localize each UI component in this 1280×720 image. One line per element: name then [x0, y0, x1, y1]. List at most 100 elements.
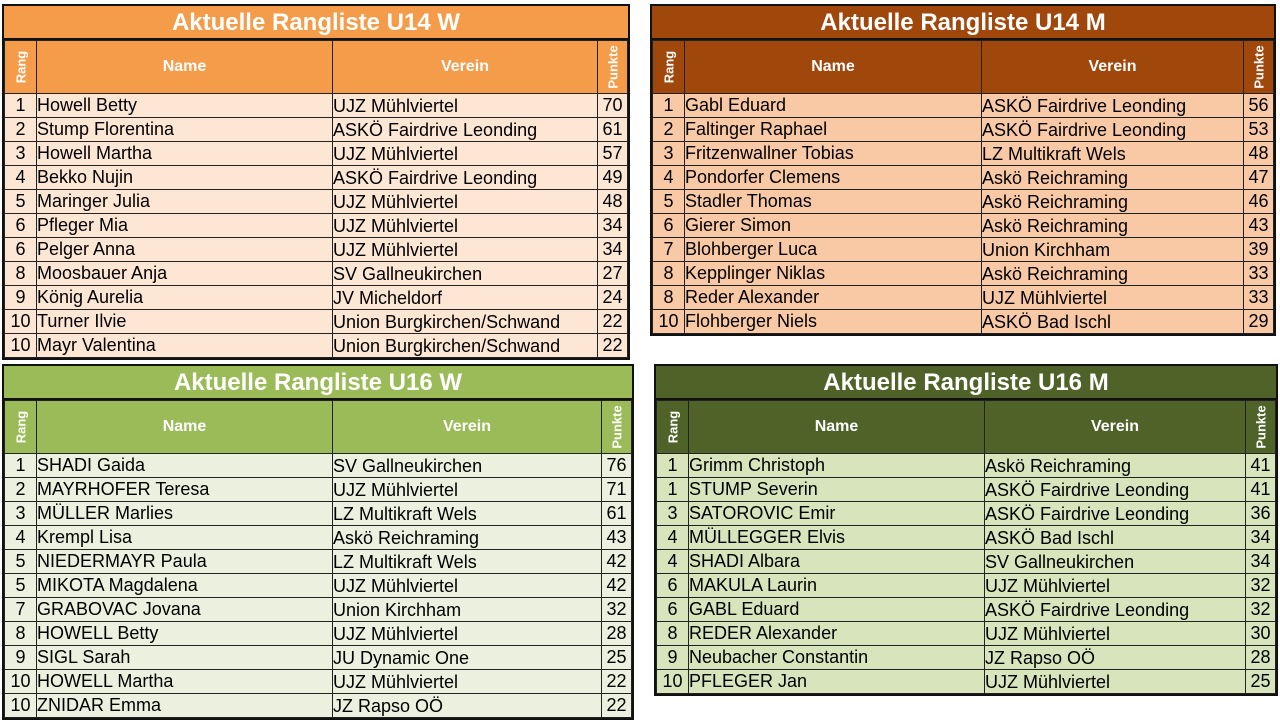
- rank-cell: 8: [652, 261, 685, 286]
- points-cell: 34: [1245, 549, 1276, 574]
- athlete-name-cell: NIEDERMAYR Paula: [36, 549, 333, 574]
- rank-cell: 4: [656, 549, 689, 574]
- athlete-name-cell: HOWELL Betty: [36, 621, 333, 646]
- points-cell: 33: [1243, 261, 1274, 286]
- club-cell: Union Burgkirchen/Schwand: [332, 333, 598, 358]
- athlete-name-cell: Moosbauer Anja: [36, 261, 333, 286]
- table-row: 4 SHADI Albara SV Gallneukirchen 34: [656, 549, 1276, 574]
- rank-cell: 5: [4, 189, 37, 214]
- panel-title: Aktuelle Rangliste U14 W: [4, 6, 628, 40]
- athlete-name-cell: ZNIDAR Emma: [36, 693, 333, 718]
- athlete-name-cell: PFLEGER Jan: [688, 669, 985, 694]
- table-row: 9 Neubacher Constantin JZ Rapso OÖ 28: [656, 645, 1276, 670]
- rank-cell: 2: [4, 477, 37, 502]
- club-cell: ASKÖ Bad Ischl: [984, 525, 1246, 550]
- points-cell: 29: [1243, 309, 1274, 334]
- rank-cell: 2: [652, 117, 685, 142]
- rank-cell: 4: [656, 525, 689, 550]
- panel-title: Aktuelle Rangliste U14 M: [652, 6, 1274, 40]
- club-cell: ASKÖ Fairdrive Leonding: [981, 93, 1244, 118]
- athlete-name-cell: Krempl Lisa: [36, 525, 333, 550]
- club-cell: UJZ Mühlviertel: [332, 621, 602, 646]
- table-row: 10 Turner Ilvie Union Burgkirchen/Schwand 2…: [4, 309, 628, 334]
- club-cell: LZ Multikraft Wels: [332, 501, 602, 526]
- athlete-name-cell: Grimm Christoph: [688, 453, 985, 478]
- club-cell: UJZ Mühlviertel: [332, 141, 598, 166]
- club-cell: LZ Multikraft Wels: [981, 141, 1244, 166]
- points-cell: 42: [601, 573, 632, 598]
- table-row: 6 Pfleger Mia UJZ Mühlviertel 34: [4, 213, 628, 238]
- club-cell: JV Micheldorf: [332, 285, 598, 310]
- athlete-name-cell: REDER Alexander: [688, 621, 985, 646]
- points-cell: 53: [1243, 117, 1274, 142]
- ranking-rows: 1 Howell Betty UJZ Mühlviertel 70 2 Stump Flo…: [4, 93, 628, 358]
- rank-cell: 6: [4, 237, 37, 262]
- rank-cell: 7: [4, 597, 37, 622]
- header-row: Rang Name Verein Punkte: [4, 40, 628, 94]
- athlete-name-cell: SHADI Gaida: [36, 453, 333, 478]
- header-verein: Verein: [332, 40, 598, 94]
- rank-cell: 4: [4, 525, 37, 550]
- table-row: 1 SHADI Gaida SV Gallneukirchen 76: [4, 453, 632, 478]
- rank-cell: 1: [4, 93, 37, 118]
- points-cell: 41: [1245, 477, 1276, 502]
- rank-cell: 1: [656, 453, 689, 478]
- rank-cell: 9: [4, 645, 37, 670]
- table-row: 4 MÜLLEGGER Elvis ASKÖ Bad Ischl 34: [656, 525, 1276, 550]
- points-cell: 41: [1245, 453, 1276, 478]
- club-cell: Askö Reichraming: [981, 165, 1244, 190]
- rank-cell: 6: [656, 597, 689, 622]
- athlete-name-cell: HOWELL Martha: [36, 669, 333, 694]
- club-cell: ASKÖ Fairdrive Leonding: [332, 117, 598, 142]
- ranking-rows: 1 Gabl Eduard ASKÖ Fairdrive Leonding 56 2 Fa…: [652, 93, 1274, 334]
- points-cell: 28: [1245, 645, 1276, 670]
- ranking-table: Rang Name Verein Punkte 1 Grimm Christoph…: [656, 400, 1276, 694]
- table-row: 5 Maringer Julia UJZ Mühlviertel 48: [4, 189, 628, 214]
- rank-cell: 5: [4, 549, 37, 574]
- athlete-name-cell: SHADI Albara: [688, 549, 985, 574]
- athlete-name-cell: MAYRHOFER Teresa: [36, 477, 333, 502]
- club-cell: ASKÖ Fairdrive Leonding: [981, 117, 1244, 142]
- points-cell: 43: [601, 525, 632, 550]
- points-cell: 32: [1245, 597, 1276, 622]
- athlete-name-cell: SIGL Sarah: [36, 645, 333, 670]
- athlete-name-cell: Howell Martha: [36, 141, 333, 166]
- header-rang: Rang: [4, 400, 37, 454]
- athlete-name-cell: Mayr Valentina: [36, 333, 333, 358]
- table-row: 4 Krempl Lisa Askö Reichraming 43: [4, 525, 632, 550]
- rank-cell: 6: [656, 573, 689, 598]
- club-cell: UJZ Mühlviertel: [981, 285, 1244, 310]
- points-cell: 48: [597, 189, 628, 214]
- club-cell: ASKÖ Fairdrive Leonding: [332, 165, 598, 190]
- athlete-name-cell: Kepplinger Niklas: [684, 261, 982, 286]
- athlete-name-cell: Blohberger Luca: [684, 237, 982, 262]
- rank-cell: 6: [652, 213, 685, 238]
- points-cell: 30: [1245, 621, 1276, 646]
- points-cell: 27: [597, 261, 628, 286]
- club-cell: JU Dynamic One: [332, 645, 602, 670]
- club-cell: ASKÖ Bad Ischl: [981, 309, 1244, 334]
- ranking-rows: 1 Grimm Christoph Askö Reichraming 41 1 STUMP…: [656, 453, 1276, 694]
- athlete-name-cell: GRABOVAC Jovana: [36, 597, 333, 622]
- club-cell: JZ Rapso OÖ: [984, 645, 1246, 670]
- table-row: 3 Howell Martha UJZ Mühlviertel 57: [4, 141, 628, 166]
- rank-cell: 10: [4, 669, 37, 694]
- table-row: 2 Faltinger Raphael ASKÖ Fairdrive Leondin…: [652, 117, 1274, 142]
- table-row: 4 Pondorfer Clemens Askö Reichraming 47: [652, 165, 1274, 190]
- athlete-name-cell: Stadler Thomas: [684, 189, 982, 214]
- rank-cell: 8: [4, 621, 37, 646]
- points-cell: 28: [601, 621, 632, 646]
- header-rang: Rang: [4, 40, 37, 94]
- rank-cell: 9: [656, 645, 689, 670]
- ranking-rows: 1 SHADI Gaida SV Gallneukirchen 76 2 MAYRHOFE…: [4, 453, 632, 718]
- club-cell: Askö Reichraming: [981, 213, 1244, 238]
- club-cell: UJZ Mühlviertel: [332, 93, 598, 118]
- rank-cell: 4: [652, 165, 685, 190]
- points-cell: 56: [1243, 93, 1274, 118]
- club-cell: ASKÖ Fairdrive Leonding: [984, 501, 1246, 526]
- rank-cell: 3: [656, 501, 689, 526]
- table-row: 6 GABL Eduard ASKÖ Fairdrive Leonding 32: [656, 597, 1276, 622]
- athlete-name-cell: GABL Eduard: [688, 597, 985, 622]
- points-cell: 32: [1245, 573, 1276, 598]
- athlete-name-cell: MIKOTA Magdalena: [36, 573, 333, 598]
